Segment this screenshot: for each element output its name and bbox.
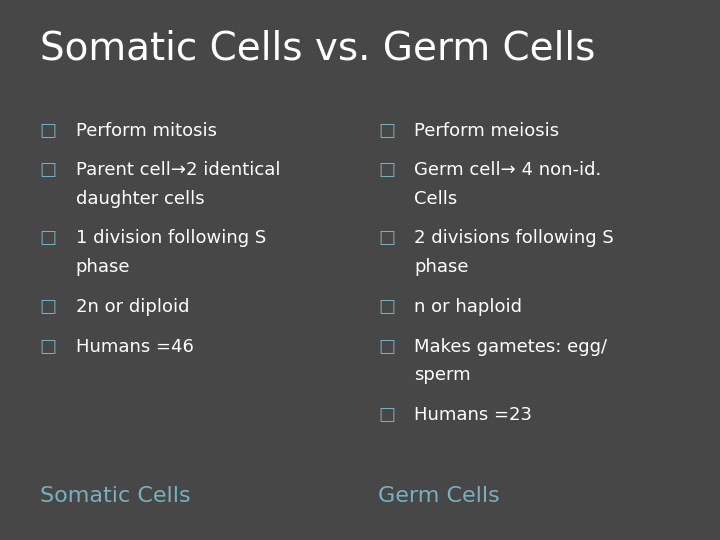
Text: Somatic Cells vs. Germ Cells: Somatic Cells vs. Germ Cells	[40, 30, 595, 68]
Text: daughter cells: daughter cells	[76, 190, 204, 207]
Text: Perform meiosis: Perform meiosis	[414, 122, 559, 139]
Text: phase: phase	[76, 258, 130, 275]
Text: Perform mitosis: Perform mitosis	[76, 122, 217, 139]
Text: □: □	[40, 122, 57, 139]
Text: □: □	[40, 161, 57, 179]
Text: □: □	[378, 298, 395, 315]
Text: Somatic Cells: Somatic Cells	[40, 486, 190, 506]
Text: □: □	[40, 230, 57, 247]
Text: □: □	[378, 406, 395, 423]
Text: n or haploid: n or haploid	[414, 298, 522, 315]
Text: sperm: sperm	[414, 366, 471, 383]
Text: Makes gametes: egg/: Makes gametes: egg/	[414, 338, 607, 355]
Text: 1 division following S: 1 division following S	[76, 230, 266, 247]
Text: Humans =46: Humans =46	[76, 338, 194, 355]
Text: □: □	[378, 122, 395, 139]
Text: 2n or diploid: 2n or diploid	[76, 298, 189, 315]
Text: □: □	[378, 230, 395, 247]
Text: Germ cell→ 4 non-id.: Germ cell→ 4 non-id.	[414, 161, 601, 179]
Text: Humans =23: Humans =23	[414, 406, 532, 423]
Text: 2 divisions following S: 2 divisions following S	[414, 230, 613, 247]
Text: □: □	[378, 161, 395, 179]
Text: phase: phase	[414, 258, 469, 275]
Text: □: □	[378, 338, 395, 355]
Text: □: □	[40, 298, 57, 315]
Text: □: □	[40, 338, 57, 355]
Text: Germ Cells: Germ Cells	[378, 486, 500, 506]
Text: Cells: Cells	[414, 190, 457, 207]
Text: Parent cell→2 identical: Parent cell→2 identical	[76, 161, 280, 179]
